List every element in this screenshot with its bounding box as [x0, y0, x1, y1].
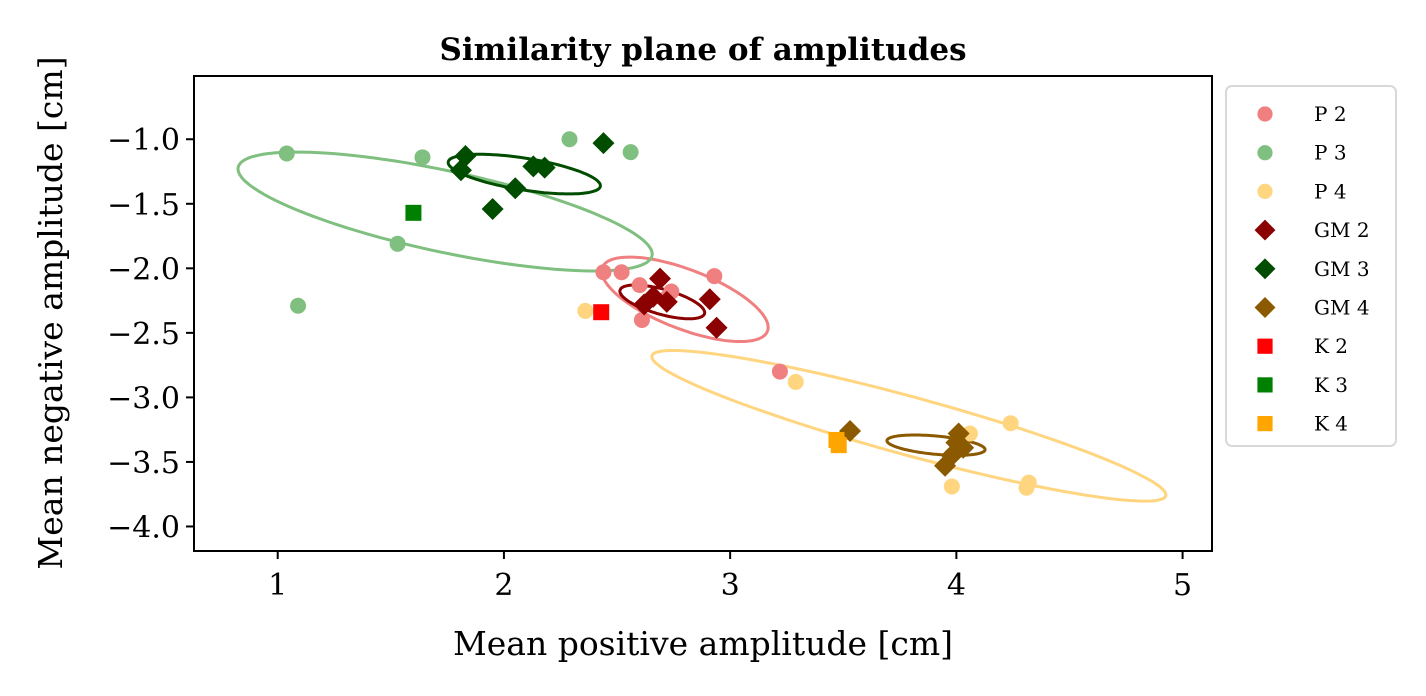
legend-marker-p-3 [1257, 145, 1273, 161]
data-point-p-3 [622, 144, 639, 161]
ellipse-gm-2 [618, 283, 707, 321]
data-point-gm-3 [592, 132, 615, 155]
legend-label: GM 4 [1314, 296, 1370, 320]
data-point-p-3 [278, 145, 295, 162]
series-p-4 [577, 302, 1037, 496]
y-tick-label: −2.5 [107, 317, 180, 352]
ellipse-p-2 [600, 255, 770, 343]
y-axis-ticks: −1.0 −1.5 −2.0 −2.5 −3.0 −3.5 −4.0 [107, 123, 194, 545]
series-gm-4 [839, 419, 975, 477]
legend-marker-p-2 [1257, 106, 1273, 122]
series-k-3 [405, 204, 422, 221]
legend-item-gm-2: GM 2 [1254, 218, 1370, 242]
legend-box [1225, 85, 1397, 447]
legend-label: P 4 [1314, 179, 1347, 203]
y-tick-label: −3.0 [107, 381, 180, 416]
x-tick-label: 3 [721, 568, 740, 603]
legend-marker-gm-4 [1254, 297, 1276, 318]
x-tick-label: 4 [947, 568, 966, 603]
y-tick-label: −4.0 [107, 510, 180, 545]
data-point-k-4 [830, 437, 847, 454]
data-point-p-4 [943, 478, 960, 495]
y-tick-label: −2.0 [107, 252, 180, 287]
ellipse-p-4 [650, 349, 1168, 503]
x-tick-label: 1 [268, 568, 287, 603]
y-axis-label: Mean negative amplitude [cm] [31, 56, 70, 569]
data-point-p-3 [389, 235, 406, 252]
y-tick-label: −1.0 [107, 123, 180, 158]
legend-item-k-3: K 3 [1257, 373, 1348, 397]
data-point-p-4 [961, 425, 978, 442]
series-gm-2 [633, 267, 728, 339]
data-point-gm-2 [655, 290, 678, 313]
legend-item-k-4: K 4 [1257, 412, 1348, 436]
data-point-gm-2 [649, 267, 672, 290]
x-tick-label: 5 [1173, 568, 1192, 603]
data-point-p-3 [414, 149, 431, 166]
data-point-gm-2 [698, 288, 721, 311]
series-k-4 [828, 431, 847, 454]
ellipse-gm-3 [446, 152, 602, 196]
y-tick-label: −1.5 [107, 188, 180, 223]
legend-marker-k-4 [1257, 416, 1273, 432]
x-axis-ticks: 1 2 3 4 5 [268, 551, 1192, 603]
data-point-gm-3 [504, 177, 527, 200]
axes-frame [193, 75, 1213, 552]
data-point-p-4 [1018, 479, 1035, 496]
data-point-gm-4 [839, 419, 862, 442]
data-point-gm-4 [934, 454, 957, 477]
data-point-k-3 [405, 204, 422, 221]
legend-label: P 3 [1314, 141, 1347, 165]
data-point-gm-2 [705, 316, 728, 339]
data-point-p-3 [290, 297, 307, 314]
data-point-p-4 [1002, 415, 1019, 432]
legend: P 2 P 3 P 4 GM 2 GM 3 GM 4 K 2 K 3 K 4 [1225, 85, 1397, 447]
data-point-p-2 [595, 264, 612, 281]
legend-label: K 3 [1314, 373, 1348, 397]
legend-item-gm-4: GM 4 [1254, 296, 1370, 320]
data-point-p-2 [633, 311, 650, 328]
data-point-p-4 [577, 302, 594, 319]
ellipse-p-3 [236, 150, 654, 273]
legend-marker-p-4 [1257, 183, 1273, 199]
chart-title: Similarity plane of amplitudes [439, 32, 966, 68]
legend-marker-k-3 [1257, 377, 1273, 393]
legend-item-p-4: P 4 [1257, 179, 1347, 203]
data-point-gm-4 [945, 431, 968, 454]
legend-item-k-2: K 2 [1257, 334, 1348, 358]
y-tick-label: −3.5 [107, 446, 180, 481]
legend-label: K 2 [1314, 334, 1348, 358]
data-point-p-2 [706, 268, 723, 285]
data-point-p-4 [787, 373, 804, 390]
data-point-gm-3 [533, 156, 556, 179]
x-tick-label: 2 [494, 568, 513, 603]
data-point-p-2 [771, 363, 788, 380]
x-axis-label: Mean positive amplitude [cm] [453, 624, 953, 663]
data-point-p-3 [561, 131, 578, 148]
series-k-2 [593, 304, 610, 321]
series-p-3 [278, 131, 639, 314]
legend-label: K 4 [1314, 412, 1348, 436]
legend-label: GM 3 [1314, 257, 1370, 281]
series-gm-3 [449, 132, 615, 220]
data-point-k-2 [593, 304, 610, 321]
legend-marker-gm-3 [1254, 258, 1276, 280]
data-point-gm-3 [481, 197, 504, 220]
legend-item-gm-3: GM 3 [1254, 257, 1370, 281]
legend-item-p-2: P 2 [1257, 102, 1347, 126]
legend-marker-gm-2 [1254, 219, 1276, 241]
data-point-p-2 [631, 277, 648, 294]
data-point-gm-2 [633, 293, 656, 316]
legend-item-p-3: P 3 [1257, 141, 1347, 165]
legend-marker-k-2 [1257, 338, 1273, 354]
data-point-p-2 [613, 264, 630, 281]
legend-label: GM 2 [1314, 218, 1370, 242]
data-point-gm-3 [449, 159, 472, 182]
legend-label: P 2 [1314, 102, 1347, 126]
plot-area [236, 131, 1168, 503]
